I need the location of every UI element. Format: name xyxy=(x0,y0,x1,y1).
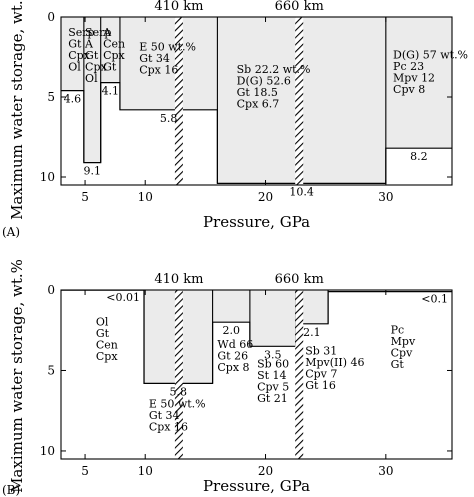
step-value-label: <0.01 xyxy=(106,291,140,304)
storage-area xyxy=(328,290,452,292)
storage-area xyxy=(212,290,250,323)
y-axis-title: Maximum water storage, wt.% xyxy=(8,0,26,220)
assemblage-text: Ol xyxy=(96,315,109,328)
assemblage-text: Cen xyxy=(103,38,125,51)
assemblage-text: Mpv xyxy=(391,335,416,348)
assemblage-text: Serp xyxy=(68,26,94,39)
x-tick-label: 10 xyxy=(138,190,153,204)
depth-label: 410 km xyxy=(154,0,203,14)
assemblage-text: Cpx xyxy=(96,350,118,363)
storage-area xyxy=(100,17,120,83)
x-tick-label: 30 xyxy=(378,464,393,478)
assemblage-text: Gt xyxy=(96,327,110,340)
assemblage-text: Ol xyxy=(68,61,81,74)
plot-frame xyxy=(60,16,453,186)
assemblage-text: Cpx xyxy=(85,61,107,74)
assemblage-text: Cpv 7 xyxy=(305,367,337,380)
y-tick-label: 0 xyxy=(47,10,55,24)
assemblage-text: Gt 34 xyxy=(139,52,170,65)
assemblage-text: Cpx 6.7 xyxy=(237,98,280,111)
assemblage-text: St 14 xyxy=(257,369,286,382)
assemblage-text: Gt xyxy=(391,358,405,371)
storage-area xyxy=(61,17,84,91)
depth-label: 660 km xyxy=(275,0,324,14)
assemblage-text: E 50 wt.% xyxy=(149,397,206,410)
step-value-label: 4.1 xyxy=(102,85,120,98)
assemblage-text: Gt 26 xyxy=(217,349,248,362)
step-value-label: 8.2 xyxy=(410,150,428,163)
y-tick-label: 5 xyxy=(47,90,55,104)
step-value-label: 10.4 xyxy=(289,185,314,198)
depth-label: 660 km xyxy=(275,272,324,287)
assemblage-text: A xyxy=(102,26,112,39)
assemblage-text: Gt 34 xyxy=(149,409,180,422)
assemblage-text: Pc xyxy=(391,323,405,336)
assemblage-text: A xyxy=(84,38,94,51)
assemblage-text: Cpx 16 xyxy=(139,64,178,77)
assemblage-text: Cpv 5 xyxy=(257,380,289,393)
assemblage-text: Cpx 8 xyxy=(217,361,249,374)
x-tick-label: 5 xyxy=(81,190,89,204)
assemblage-text: Mpv(II) 46 xyxy=(305,356,364,369)
depth-marker-band xyxy=(174,290,183,459)
panel-label: (A) xyxy=(2,225,20,239)
x-axis-title: Pressure, GPa xyxy=(203,477,310,495)
assemblage-text: Cen xyxy=(96,338,118,351)
assemblage-text: Gt 18.5 xyxy=(237,86,278,99)
assemblage-text: D(G) 57 wt.% xyxy=(393,49,468,62)
assemblage-text: Serp xyxy=(85,26,111,39)
chart-panel-b: 410 km 660 km<0.015.82.03.52.1<0.1OlGtCen… xyxy=(2,259,453,497)
x-tick-label: 20 xyxy=(258,464,273,478)
assemblage-text: Cpv xyxy=(391,346,413,359)
x-tick-label: 20 xyxy=(258,190,273,204)
step-value-label: 5.8 xyxy=(160,112,178,125)
assemblage-text: Cpv 8 xyxy=(393,83,425,96)
assemblage-text: Cpx 16 xyxy=(149,420,188,433)
assemblage-text: Sb 22.2 wt.% xyxy=(237,63,311,76)
assemblage-text: Wd 66 xyxy=(217,338,253,351)
assemblage-text: Cpx xyxy=(68,49,90,62)
assemblage-text: E 50 wt.% xyxy=(139,41,196,54)
y-tick-label: 5 xyxy=(47,363,55,377)
step-value-label: <0.1 xyxy=(421,293,448,306)
storage-area xyxy=(83,17,101,163)
chart-panel-a: 410 km 660 km4.69.14.15.810.48.2SerpGtCpx… xyxy=(2,0,468,239)
assemblage-text: Sb 60 xyxy=(257,357,289,370)
x-tick-label: 10 xyxy=(138,464,153,478)
plot-frame xyxy=(60,289,453,460)
assemblage-text: D(G) 52.6 xyxy=(237,75,291,88)
depth-label: 410 km xyxy=(154,272,203,287)
y-tick-label: 0 xyxy=(47,283,55,297)
step-value-label: 5.8 xyxy=(170,385,188,398)
y-axis-title: Maximum water storage, wt.% xyxy=(8,259,26,493)
assemblage-text: Gt xyxy=(68,38,82,51)
x-axis-title: Pressure, GPa xyxy=(203,213,310,231)
depth-marker-band xyxy=(295,290,304,459)
y-tick-label: 10 xyxy=(40,444,55,458)
assemblage-text: Ol xyxy=(85,72,98,85)
storage-area xyxy=(249,290,296,347)
assemblage-text: Mpv 12 xyxy=(393,72,435,85)
step-value-label: 9.1 xyxy=(84,165,102,178)
step-value-label: 2.1 xyxy=(303,326,321,339)
assemblage-text: Gt xyxy=(85,49,99,62)
y-tick-label: 10 xyxy=(40,170,55,184)
assemblage-text: Sb 31 xyxy=(305,344,337,357)
x-tick-label: 5 xyxy=(81,464,89,478)
panel-label: (B) xyxy=(2,483,20,497)
assemblage-text: Pc 23 xyxy=(393,60,424,73)
assemblage-text: Gt xyxy=(103,61,117,74)
step-value-label: 4.6 xyxy=(64,93,82,106)
depth-marker-band xyxy=(295,17,304,185)
assemblage-text: Gt 16 xyxy=(305,379,336,392)
assemblage-text: Cpx xyxy=(103,49,125,62)
assemblage-text: Gt 21 xyxy=(257,392,288,405)
step-value-label: 2.0 xyxy=(222,324,240,337)
x-tick-label: 30 xyxy=(378,190,393,204)
step-value-label: 3.5 xyxy=(264,348,282,361)
storage-area xyxy=(119,17,218,110)
depth-marker-band xyxy=(174,17,183,185)
storage-area xyxy=(385,17,452,149)
